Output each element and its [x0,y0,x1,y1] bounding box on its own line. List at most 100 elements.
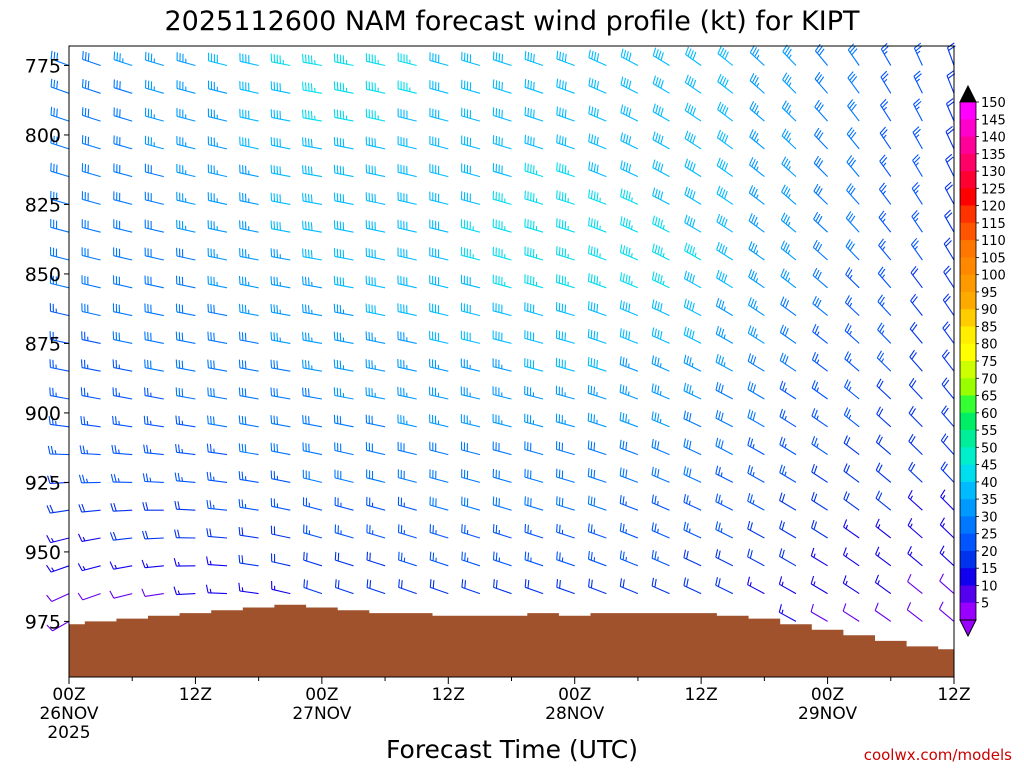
wind-barb [749,45,765,66]
colorbar-label: 35 [981,493,998,508]
wind-barb [144,387,164,400]
wind-barb [587,523,607,539]
wind-barb [780,268,797,289]
wind-barb [812,323,828,344]
wind-barb [492,441,512,456]
wind-barb [813,155,828,177]
wind-barb [587,468,607,483]
wind-barb [113,51,133,67]
wind-barb [270,525,291,539]
wind-barb [587,245,607,261]
wind-barb [49,331,70,344]
colorbar-swatch [960,361,976,379]
wind-barb [110,502,133,512]
wind-barb [912,154,923,177]
colorbar-swatch [960,533,976,552]
wind-barb [176,80,196,94]
wind-barb [429,80,449,94]
wind-barb [81,275,101,289]
wind-barb [524,579,544,595]
wind-barb [813,183,828,205]
wind-barb [943,265,955,289]
wind-barb [619,495,639,511]
wind-barb [879,126,892,150]
wind-barb [912,126,923,150]
wind-barb [113,135,133,150]
x-tick-label: 00Z [558,685,591,705]
wind-barb [945,125,955,150]
wind-barb [492,218,512,233]
wind-barb [78,474,101,484]
wind-barb [876,350,892,372]
wind-barb [176,219,196,233]
colorbar-swatch [960,153,976,172]
wind-barb [683,577,702,595]
wind-barb [270,359,291,372]
wind-barb [78,503,101,513]
wind-barb [492,190,512,205]
y-axis-pressure: 775 800 825 850 875 900 925 950 975 [25,55,69,633]
wind-barb [939,545,955,567]
wind-barb [684,242,702,261]
wind-barb [113,107,133,122]
x-tick-label: 12Z [937,685,970,705]
colorbar-swatch [960,499,976,517]
wind-barb [683,410,702,428]
wind-barb [50,50,70,67]
wind-barb [909,349,923,372]
wind-barb [113,163,133,178]
y-tick-label: 825 [25,194,61,216]
wind-barb [333,53,354,67]
x-tick-label: 00Z [305,685,338,705]
wind-barb [880,98,892,122]
wind-barb [906,602,923,622]
wind-barb [176,52,196,67]
wind-barb [938,601,955,622]
wind-barb [812,295,828,317]
wind-barb [207,387,228,400]
wind-barb [112,415,133,428]
plot-area [46,42,956,678]
wind-barb [684,102,702,122]
wind-barb [716,185,734,205]
colorbar-label: 25 [981,528,998,543]
wind-barb [429,496,449,511]
wind-barb [875,518,892,539]
wind-barb [492,468,512,483]
wind-barb [334,524,354,539]
wind-barb [302,359,322,372]
wind-barb [811,436,828,456]
colorbar-swatch [960,309,976,327]
wind-barb [588,133,607,150]
colorbar-swatch [960,240,976,258]
wind-barb [651,355,670,372]
wind-barb [619,300,639,317]
wind-barb [587,329,607,344]
wind-barb [810,519,828,539]
wind-barb [206,443,228,456]
colorbar-label: 40 [981,476,998,491]
wind-barb [333,248,354,261]
wind-barb [651,522,670,539]
wind-barb [365,192,386,205]
wind-barb [80,387,101,400]
wind-barb [684,74,702,94]
wind-barb [49,303,70,317]
wind-barb [238,415,259,428]
wind-barb [875,546,892,567]
wind-barb [588,49,607,67]
wind-barb [366,551,386,567]
wind-barb [880,70,892,94]
colorbar-swatch [960,516,976,534]
wind-barb [334,469,354,483]
wind-barb [717,73,734,94]
wind-barb [144,219,164,233]
wind-barb [779,380,797,400]
wind-barb [492,79,512,94]
wind-barb [144,135,164,150]
wind-barb [397,136,417,150]
colorbar-swatch [960,291,976,310]
wind-barb [524,330,544,344]
wind-barb [429,358,449,372]
wind-barb [428,386,449,400]
